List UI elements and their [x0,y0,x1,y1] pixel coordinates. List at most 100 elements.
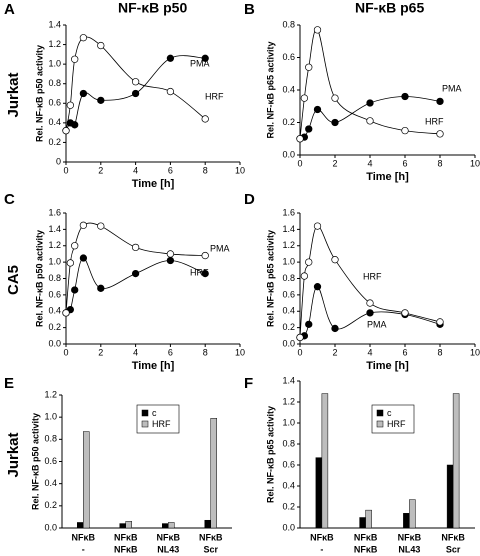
y-tick-label: 1.2 [44,389,57,399]
legend-swatch [376,409,384,417]
data-point [97,41,105,50]
data-point [131,269,140,278]
y-tick-label: 0.4 [282,84,295,94]
series-label: PMA [442,83,462,93]
bar [403,513,410,529]
panel-label: C [4,191,15,208]
panel-label: A [4,1,15,18]
data-point [331,324,339,333]
x-tick-label: NFκB [354,532,378,542]
data-point [313,283,322,291]
x-axis-label: Time [h] [366,171,409,183]
data-point [313,222,322,230]
x-tick-label: NFκB [398,532,422,542]
bar [446,464,454,529]
x-tick-label: 2 [332,347,337,357]
data-point [401,309,409,317]
y-tick-label: 0.0 [282,338,295,348]
y-tick-label: 1.2 [48,240,61,250]
legend-label: HRF [387,419,406,429]
bar [359,517,366,529]
panel-label: D [244,191,255,208]
y-tick-label: 0.6 [48,98,61,108]
data-point [300,272,309,280]
data-point [131,243,140,252]
data-point [166,250,175,258]
data-point [201,269,209,278]
legend-label: c [152,408,157,418]
y-tick-label: 1.6 [48,207,61,217]
y-tick-label: 0.4 [44,478,57,488]
x-tick-label: 2 [98,165,103,175]
legend-label: HRF [152,419,171,429]
y-tick-label: 0.0 [282,149,295,159]
data-point [97,96,105,104]
bar [204,519,211,529]
data-point [79,221,88,229]
data-point [366,117,374,125]
bar [162,523,169,529]
y-tick-label: 1.2 [48,39,61,49]
legend-box [136,404,180,434]
panel-title: NF-κB p65 [355,0,424,16]
y-tick-label: 0.8 [44,434,57,444]
y-axis-label: Rel. NF-κB p65 activity [265,41,275,138]
y-tick-label: 0.6 [282,52,295,62]
y-tick-label: 0.8 [282,19,295,29]
x-axis-label: Time [h] [366,360,409,372]
panel-label: E [4,375,14,392]
y-tick-label: 1.0 [282,257,295,267]
y-tick-label: 0.0 [48,338,61,348]
x-tick-label: 2 [332,158,337,168]
series-label: HRF [425,116,444,126]
x-tick-label: 8 [437,347,442,357]
bar [452,393,460,529]
x-tick-label: 0 [63,165,68,175]
data-point [366,309,374,317]
legend-box [371,404,415,434]
x-tick-label: Scr [203,544,218,554]
data-point [313,105,322,114]
y-tick-label: 0 [56,156,61,166]
x-tick-label: 6 [402,347,407,357]
bar [315,457,323,529]
y-tick-label: 1.4 [48,19,61,29]
y-tick-label: 1.6 [282,207,295,217]
row-label: CA5 [5,265,22,295]
series-label: HRF [190,267,209,277]
y-tick-label: 0.6 [48,289,61,299]
x-tick-label: 6 [168,347,173,357]
bar [409,499,416,529]
data-point [79,89,88,98]
x-axis-label: Time [h] [132,178,175,190]
data-point [166,256,175,265]
data-point [305,125,313,133]
x-tick-label: NFκB [199,532,223,542]
y-tick-label: 0.4 [48,306,61,316]
data-point [79,254,88,262]
data-point [296,333,304,342]
x-tick-label: NFκB [354,544,378,554]
y-tick-label: 1.0 [48,257,61,267]
y-tick-label: 0.2 [282,501,295,511]
y-tick-label: 0.6 [282,289,295,299]
x-tick-label: Scr [446,544,461,554]
data-point [313,26,322,34]
data-point [71,286,79,294]
data-point [201,54,209,62]
x-tick-label: NL43 [398,544,420,554]
x-tick-label: 2 [98,347,103,357]
bar [210,418,217,529]
x-tick-label: - [320,544,323,554]
y-tick-label: 0.4 [282,480,295,490]
legend-swatch [141,409,149,417]
data-point [300,94,309,102]
y-tick-label: 0.2 [282,117,295,127]
y-axis-label: Rel. NF-κB p65 activity [265,230,275,327]
data-point [97,222,105,230]
data-point [71,242,79,250]
y-tick-label: 0.4 [282,306,295,316]
series-line [65,222,206,313]
y-tick-label: 0.8 [48,273,61,283]
